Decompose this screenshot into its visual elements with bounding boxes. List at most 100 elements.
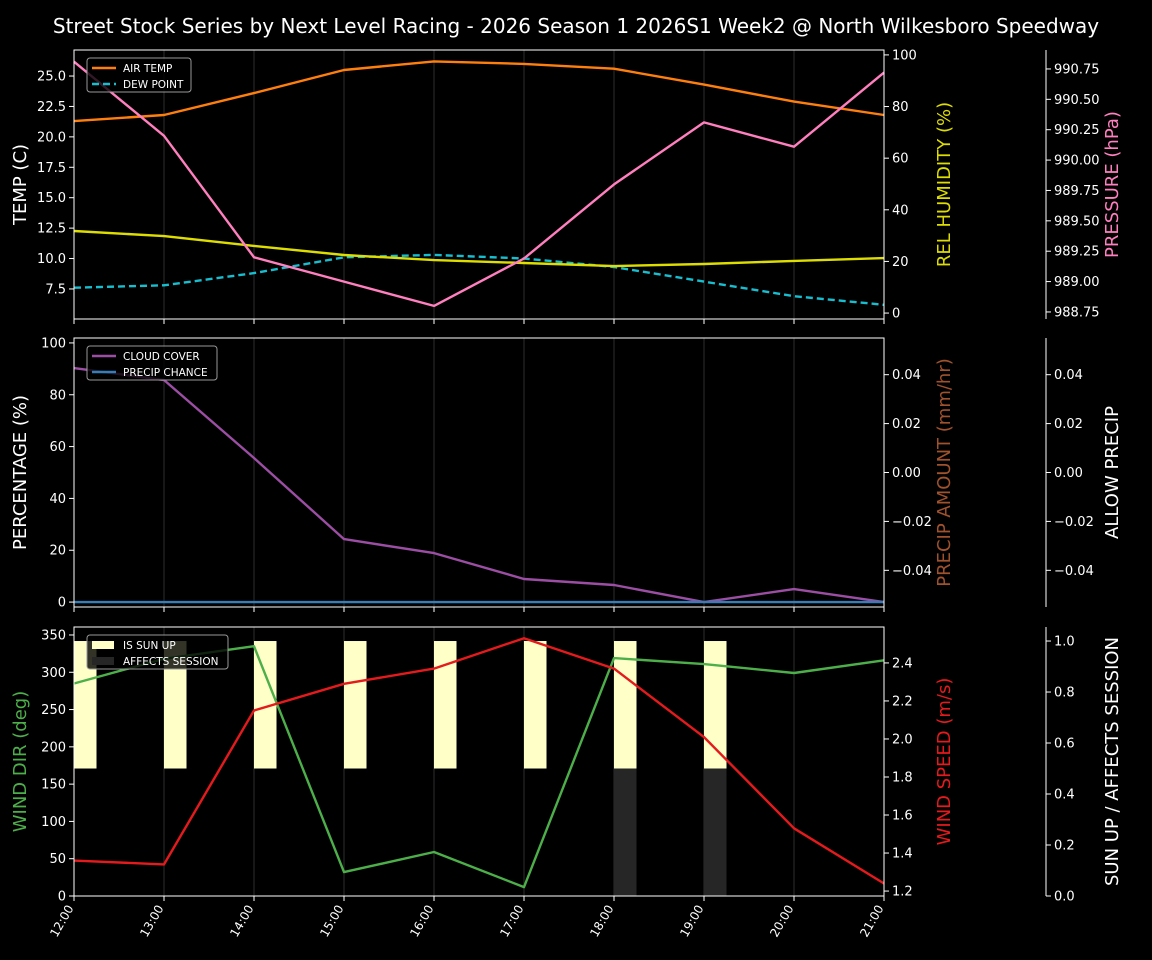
y-tick-label-right: 989.75 (1054, 184, 1100, 199)
y-tick-label-right: 20 (892, 255, 909, 270)
y-tick-label: 0 (58, 596, 66, 611)
y-axis-label-right2: ALLOW PRECIP (1102, 406, 1123, 539)
y-tick-label-right: 0.8 (1054, 686, 1075, 701)
x-tick-label: 18:00 (587, 903, 616, 940)
y-axis-label-right1: REL HUMIDITY (%) (934, 102, 955, 267)
sun-up-bar (344, 641, 367, 769)
y-tick-label-right: 0.04 (1054, 368, 1083, 383)
series-line-right2-3 (73, 60, 885, 308)
panel-1: 7.5 10.0 12.5 15.0 17.5 20.0 22.5 25.0 TEMP (C) 0… (10, 48, 1123, 324)
sun-up-bar (254, 641, 277, 769)
y-tick-label-right: 100 (892, 48, 917, 63)
series-line-air-temp (73, 60, 885, 123)
y-tick-label-right: 990.75 (1054, 62, 1100, 77)
y-tick-label-right: 1.2 (892, 885, 913, 900)
y-tick-label: 300 (41, 666, 66, 681)
y-tick-label: 60 (49, 440, 66, 455)
y-tick-label-right: 0.0 (1054, 890, 1075, 905)
y-tick-label: 150 (41, 778, 66, 793)
y-tick-label-right: 1.0 (1054, 635, 1075, 650)
y-tick-label: 17.5 (37, 161, 66, 176)
y-tick-label-right: 1.4 (892, 847, 913, 862)
y-tick-label-right: 989.00 (1054, 275, 1100, 290)
y-tick-label: 350 (41, 628, 66, 643)
y-tick-label: 200 (41, 740, 66, 755)
y-axis-label-right1: PRECIP AMOUNT (mm/hr) (934, 358, 955, 587)
sun-up-bar (434, 641, 457, 769)
series-line-cloud-cover (73, 366, 885, 604)
y-tick-label: 22.5 (37, 100, 66, 115)
legend-label: DEW POINT (123, 79, 184, 91)
y-tick-label-right: 0.4 (1054, 788, 1075, 803)
y-axis-label-left: WIND DIR (deg) (10, 691, 31, 833)
series-line-right1-2 (73, 229, 885, 268)
legend: IS SUN UP AFFECTS SESSION (86, 634, 229, 670)
panel-3: 0 50 100 150 200 250 300 350 WIND DIR (deg) 1.2 1.… (10, 626, 1123, 940)
y-tick-label-right: 1.8 (892, 770, 913, 785)
legend-box (86, 634, 229, 670)
y-tick-label-right: 0.04 (892, 368, 921, 383)
y-tick-label-right: 0.00 (1054, 466, 1083, 481)
legend: CLOUD COVER PRECIP CHANCE (86, 345, 218, 381)
sun-up-bar (704, 641, 727, 769)
y-axis-label-right1: WIND SPEED (m/s) (934, 678, 955, 846)
y-tick-label-right: 1.6 (892, 809, 913, 824)
sun-up-bar (74, 641, 97, 769)
sun-up-bar (164, 641, 187, 769)
legend-label: AIR TEMP (123, 63, 172, 75)
y-tick-label-right: 0.02 (892, 417, 921, 432)
affects-session-bar (614, 768, 637, 896)
y-tick-label-right: 2.4 (892, 656, 913, 671)
legend-label: AFFECTS SESSION (123, 656, 219, 668)
y-tick-label-right: 2.2 (892, 694, 913, 709)
x-tick-label: 13:00 (137, 903, 166, 940)
legend-label: PRECIP CHANCE (123, 367, 208, 379)
affects-session-bar (704, 768, 727, 896)
chart-title: Street Stock Series by Next Level Racing… (52, 14, 1100, 38)
x-tick-label: 17:00 (497, 903, 526, 940)
series-line-right1-1 (73, 637, 885, 885)
y-tick-label-right: 0.00 (892, 466, 921, 481)
y-tick-label-right: 40 (892, 203, 909, 218)
y-tick-label: 20.0 (37, 130, 66, 145)
y-tick-label: 50 (49, 852, 66, 867)
y-tick-label-right: 990.25 (1054, 123, 1100, 138)
y-tick-label-right: 0.2 (1054, 839, 1075, 854)
y-tick-label-right: 2.0 (892, 732, 913, 747)
legend-label: CLOUD COVER (123, 351, 200, 363)
y-axis-label-left: TEMP (C) (10, 144, 31, 226)
legend-swatch (92, 657, 114, 665)
y-tick-label: 250 (41, 703, 66, 718)
y-tick-label-right: 990.00 (1054, 154, 1100, 169)
y-tick-label: 0 (58, 890, 66, 905)
y-tick-label-right: 0.6 (1054, 737, 1075, 752)
legend-label: IS SUN UP (123, 640, 176, 652)
y-axis-label-left: PERCENTAGE (%) (10, 395, 31, 550)
x-tick-label: 21:00 (857, 903, 886, 940)
legend: AIR TEMP DEW POINT (86, 57, 192, 93)
plot-frame (73, 49, 885, 320)
y-tick-label: 10.0 (37, 252, 66, 267)
y-tick-label-right: −0.04 (1054, 564, 1094, 579)
x-tick-label: 12:00 (47, 903, 76, 940)
legend-box (86, 57, 192, 93)
series-line-left-0 (73, 645, 885, 889)
y-tick-label: 20 (49, 544, 66, 559)
legend-box (86, 345, 218, 381)
y-tick-label: 15.0 (37, 191, 66, 206)
y-axis-label-right2: SUN UP / AFFECTS SESSION (1102, 637, 1123, 886)
y-tick-label-right: 0 (892, 307, 900, 322)
y-axis-label-right2: PRESSURE (hPa) (1102, 111, 1123, 258)
legend-swatch (92, 641, 114, 649)
y-tick-label-right: −0.02 (1054, 515, 1094, 530)
panel-2: 0 20 40 60 80 100 PERCENTAGE (%) −0.04 −0.02 0.00… (10, 336, 1123, 612)
y-tick-label-right: −0.02 (892, 515, 932, 530)
series-line-dew-point (73, 253, 885, 306)
y-tick-label-right: 60 (892, 152, 909, 167)
y-tick-label-right: 988.75 (1054, 305, 1100, 320)
y-tick-label: 7.5 (45, 282, 66, 297)
y-tick-label: 100 (41, 336, 66, 351)
y-tick-label-right: 989.25 (1054, 245, 1100, 260)
y-tick-label: 40 (49, 492, 66, 507)
